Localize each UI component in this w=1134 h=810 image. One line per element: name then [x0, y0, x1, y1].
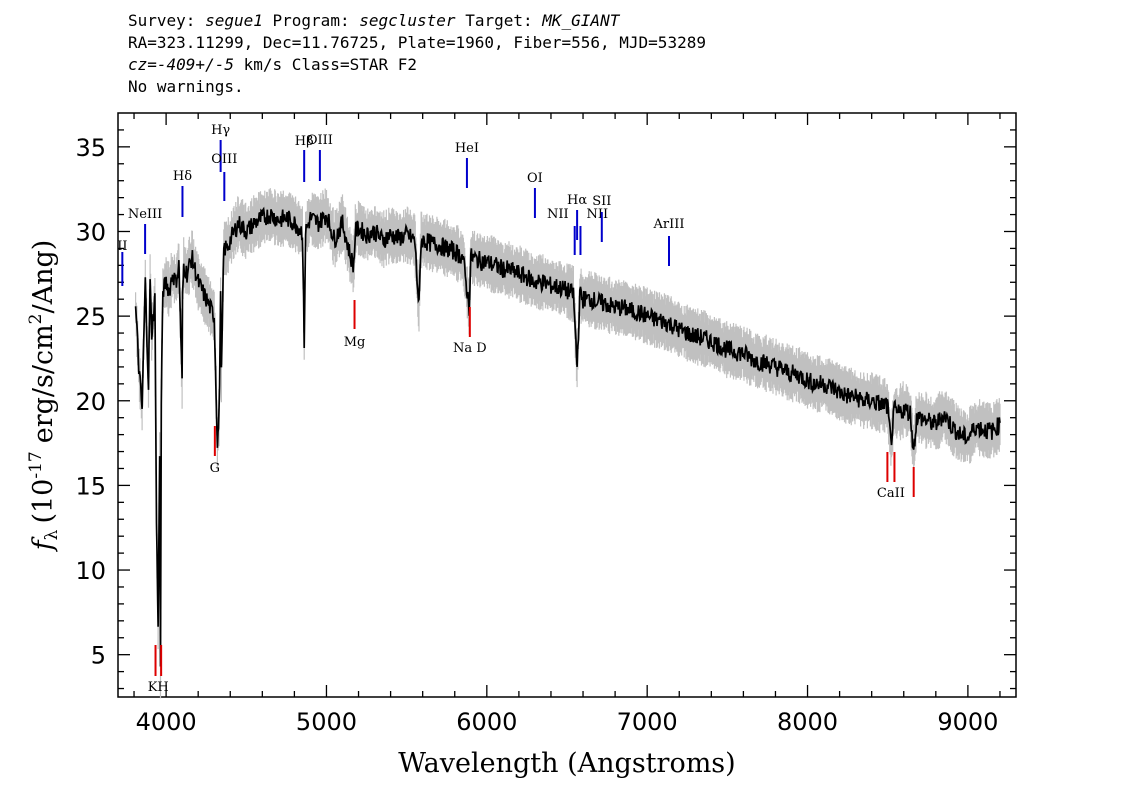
emission-line-label: Hα	[567, 193, 587, 208]
spectrum-layer	[134, 206, 1001, 667]
x-tick-label: 9000	[937, 708, 998, 736]
y-label-subscript: λ	[42, 529, 62, 540]
y-label-exponent-2: 2	[26, 313, 46, 324]
spectral-line-markers: IINeIIIHδHγOIIIHβOIIIHeIOINIIHαNIISIIArI…	[117, 123, 915, 695]
emission-line-label: ArIII	[652, 217, 684, 232]
y-tick-label: 30	[75, 218, 106, 246]
y-tick-label: 25	[75, 303, 106, 331]
y-tick-label: 5	[91, 642, 106, 670]
y-axis-label: fλ(10-17erg/s/cm2/Ang)	[26, 240, 62, 553]
header-line-2: RA=323.11299, Dec=11.76725, Plate=1960, …	[128, 33, 706, 52]
emission-line-label: OIII	[307, 133, 333, 148]
y-label-text: (10	[28, 479, 59, 524]
absorption-line-label: Na D	[453, 341, 487, 356]
y-label-units-end: /Ang)	[28, 240, 59, 314]
y-label-exponent: -17	[26, 451, 46, 478]
y-tick-label: 20	[75, 388, 106, 416]
header-line-1: Survey: segue1 Program: segcluster Targe…	[128, 10, 706, 32]
absorption-line-label: CaII	[877, 486, 905, 501]
class-value: km/s Class=STAR F2	[243, 55, 417, 74]
x-tick-label: 7000	[617, 708, 678, 736]
emission-line-label: Hγ	[211, 123, 230, 138]
spectrum-header: Survey: segue1 Program: segcluster Targe…	[128, 10, 706, 98]
survey-label: Survey:	[128, 11, 196, 30]
absorption-line-label: KH	[148, 680, 169, 695]
x-tick-label: 5000	[296, 708, 357, 736]
emission-line-label: Hδ	[173, 169, 192, 184]
emission-line-label: OI	[527, 171, 543, 186]
emission-line-label: OIII	[211, 152, 237, 167]
spectrum-line	[134, 206, 1001, 667]
target-label: Target:	[465, 11, 533, 30]
y-tick-label: 15	[75, 472, 106, 500]
emission-line-label: SII	[592, 194, 611, 209]
y-tick-label: 10	[75, 557, 106, 585]
emission-line-label: NeIII	[128, 207, 162, 222]
axis-ticks: 4000 5000 6000 7000 8000 9000 5 10 15 20 25 30 35	[75, 113, 1016, 736]
noise-band	[135, 188, 1001, 699]
x-tick-label: 8000	[777, 708, 838, 736]
survey-value: segue1	[205, 11, 263, 30]
emission-line-label: Hβ	[295, 134, 314, 149]
header-line-3: cz=-409+/-5 km/s Class=STAR F2	[128, 54, 706, 76]
plot-frame	[117, 112, 1017, 698]
emission-line-label: NII	[586, 207, 608, 222]
emission-line-label: II	[117, 239, 127, 254]
absorption-line-label: Mg	[344, 335, 366, 350]
target-value: MK_GIANT	[542, 11, 620, 30]
redshift-value: cz=-409+/-5	[128, 55, 234, 74]
absorption-line-label: G	[210, 461, 220, 476]
emission-line-label: NII	[547, 207, 569, 222]
program-value: segcluster	[359, 11, 456, 30]
x-tick-label: 4000	[136, 708, 197, 736]
y-label-units: erg/s/cm	[28, 324, 59, 443]
header-line-4: No warnings.	[128, 77, 244, 96]
noise-band-path	[135, 188, 1001, 699]
emission-line-label: HeI	[455, 141, 479, 156]
x-tick-label: 6000	[456, 708, 517, 736]
y-tick-label: 35	[75, 134, 106, 162]
x-axis-label: Wavelength (Angstroms)	[398, 748, 735, 779]
program-label: Program:	[272, 11, 350, 30]
